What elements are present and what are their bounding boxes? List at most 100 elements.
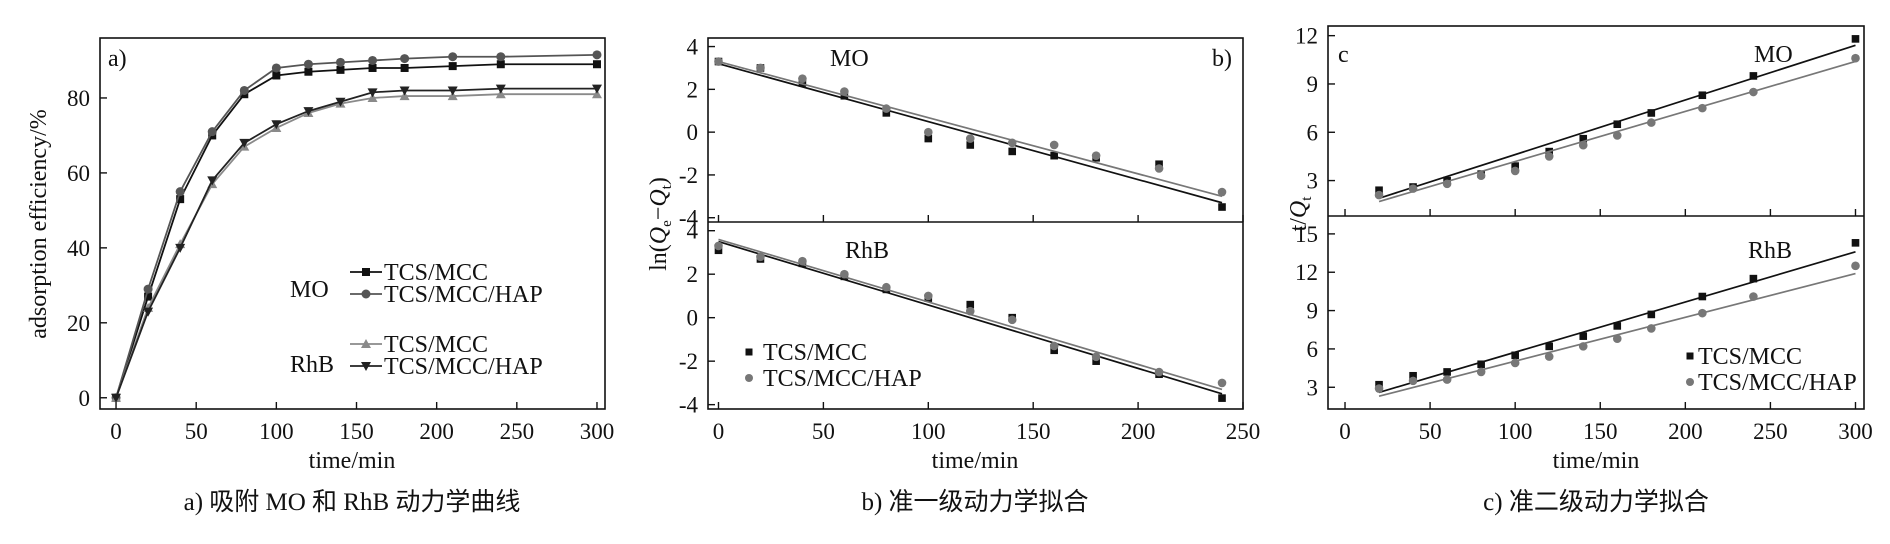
panel-b-data-point	[1007, 315, 1017, 325]
panel-c-data-point	[1698, 103, 1707, 113]
panel-b-data-point	[882, 104, 891, 113]
panel-b-mo-ytick-label: 4	[687, 35, 699, 60]
panel-b-data-point	[965, 134, 975, 143]
panel-b-mo-ytick-label: 2	[687, 77, 699, 102]
panel-c-rhb-xtick-label: 150	[1583, 419, 1618, 444]
panel-b-data-point	[923, 127, 933, 137]
panel-c-data-point	[1851, 53, 1860, 63]
panel-a-data-point	[303, 59, 313, 69]
panel-b-data-point	[1091, 151, 1101, 160]
panel-b-rhb-xtick-label: 250	[1226, 419, 1261, 444]
panel-c-data-point	[1578, 342, 1588, 351]
panel-c-data-point	[1544, 152, 1554, 161]
panel-c-data-point	[1476, 171, 1486, 181]
panel-a-ylabel: adsorption efficiency/%	[26, 109, 52, 338]
panel-a-xtick-label: 200	[419, 419, 454, 444]
panel-a-data-point	[303, 107, 314, 117]
panel-a-data-point	[592, 60, 601, 69]
panel-c-legend-entry: TCS/MCC/HAP	[1698, 370, 1857, 396]
panel-b-data-point	[923, 291, 933, 301]
panel-b-data-point	[1050, 151, 1058, 160]
panel-c-rhb-xtick-label: 0	[1339, 419, 1351, 444]
panel-a-data-point	[591, 89, 602, 99]
panel-a-ytick-label: 0	[79, 386, 91, 411]
panel-b-data-point	[1217, 378, 1227, 388]
panel-a-data-point	[144, 292, 153, 301]
panel-a-series	[111, 50, 602, 403]
panel-a-data-point	[448, 52, 458, 62]
panel-c-data-point	[1749, 87, 1758, 97]
panel-b-rhb-xtick-label: 200	[1121, 419, 1156, 444]
panel-a-data-point	[176, 195, 185, 204]
panel-b-data-point	[882, 282, 891, 292]
panel-b-legend-entry: TCS/MCC	[763, 340, 867, 366]
panel-a-xtick-label: 100	[259, 419, 294, 444]
panel-b-data-point	[1091, 352, 1101, 362]
panel-c-mo-ytick-label: 6	[1307, 120, 1319, 145]
panel-b-rhb-series	[714, 238, 1227, 391]
panel-c-data-point	[1375, 186, 1383, 195]
panel-a-data-point	[335, 57, 345, 67]
panel-b-xlabel: time/min	[932, 448, 1019, 474]
panel-b-data-point	[798, 256, 807, 266]
panel-a-data-point	[399, 91, 410, 101]
panel-a-data-point	[368, 55, 378, 65]
panel-c-data-point	[1647, 310, 1656, 319]
panel-b-mo-ytick-label: -2	[679, 163, 698, 188]
panel-c-data-point	[1510, 358, 1520, 368]
panel-b-rhb-xtick-label: 100	[911, 419, 946, 444]
panel-a-data-point	[447, 86, 458, 96]
panel-c-data-point	[1647, 324, 1656, 333]
panel-c-data-point	[1476, 367, 1486, 377]
panel-b-data-point	[714, 57, 723, 66]
panel-a-data-point	[335, 97, 346, 107]
panel-c-data-point	[1374, 384, 1384, 393]
panel-b-fit-line	[718, 62, 1223, 204]
panel-c-data-point	[1749, 292, 1758, 301]
panel-a-data-point	[367, 88, 378, 98]
panel-b-legend-entry: TCS/MCC/HAP	[763, 366, 922, 392]
panel-c-data-point	[1613, 120, 1622, 129]
panel-a-label: a)	[108, 46, 127, 72]
panel-c-xlabel: time/min	[1553, 448, 1640, 474]
panel-b-subplot-rhb-label: RhB	[845, 238, 889, 264]
panel-c-rhb-ytick-label: 12	[1295, 260, 1318, 285]
panel-b-data-point	[714, 246, 723, 255]
panel-a-ytick-label: 80	[67, 86, 90, 111]
panel-b-data-point	[1050, 346, 1058, 355]
panel-a-ytick-label: 20	[67, 311, 90, 336]
panel-a-data-point	[368, 63, 377, 72]
panel-a-data-point	[496, 52, 506, 62]
panel-c-label: c	[1338, 42, 1349, 68]
panel-a-data-point	[447, 91, 458, 101]
legend-marker	[745, 348, 753, 356]
legend-entry: TCS/MCC/HAP	[384, 282, 543, 308]
panel-c-frame	[1327, 25, 1865, 410]
panel-c-data-point	[1408, 184, 1418, 193]
panel-c-data-point	[1749, 72, 1758, 80]
legend-marker	[361, 339, 371, 348]
panel-a-data-point	[400, 63, 409, 72]
panel-a-caption: a) 吸附 MO 和 RhB 动力学曲线	[184, 488, 521, 516]
panel-b-mo-ytick-label: -4	[679, 206, 699, 231]
panel-c-data-point	[1612, 334, 1622, 344]
panel-c-mo-ytick-label: 9	[1307, 72, 1319, 97]
panel-a-data-point	[207, 176, 218, 186]
panel-c-data-point	[1579, 332, 1588, 340]
panel-a-data-point	[336, 65, 345, 74]
legend-marker	[1686, 352, 1694, 360]
panel-b-data-point	[840, 87, 849, 96]
panel-c-data-point	[1698, 308, 1707, 318]
panel-b-rhb-ytick-label: -4	[679, 393, 699, 418]
legend-marker	[1686, 378, 1694, 386]
panel-a-data-point	[239, 85, 249, 95]
panel-c-data-point	[1579, 134, 1588, 143]
panel-b-data-point	[1049, 341, 1059, 351]
panel-c-rhb-xtick-label: 200	[1668, 419, 1703, 444]
panel-b-data-point	[966, 300, 975, 309]
panel-a-data-point	[175, 187, 185, 197]
panel-c-series	[1374, 35, 1860, 398]
